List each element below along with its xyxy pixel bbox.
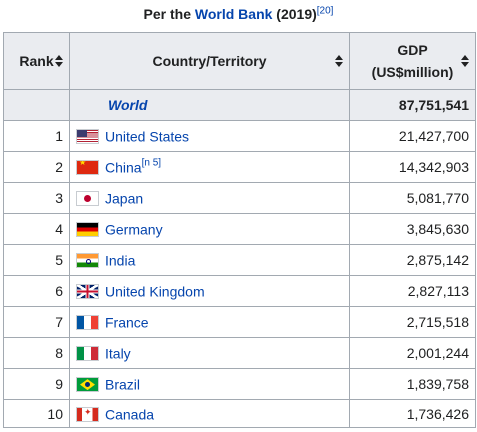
world-country-cell: World <box>69 89 350 121</box>
country-cell: United States <box>69 120 350 152</box>
gdp-column-header[interactable]: GDP (US$million) <box>349 32 476 90</box>
world-rank-cell <box>3 89 70 121</box>
country-link[interactable]: Japan <box>105 190 144 207</box>
world-link[interactable]: World <box>108 97 148 113</box>
gdp-cell: 5,081,770 <box>349 182 476 214</box>
country-cell: India <box>69 244 350 276</box>
country-link[interactable]: Brazil <box>105 376 141 393</box>
sort-icon[interactable] <box>55 55 63 67</box>
country-header-label: Country/Territory <box>152 53 267 69</box>
uk-flag-icon[interactable] <box>76 284 99 300</box>
country-cell: Germany <box>69 213 350 245</box>
country-cell: Brazil <box>69 368 350 400</box>
table-row: 3 Japan 5,081,770 <box>3 182 476 214</box>
rank-cell: 9 <box>3 368 70 400</box>
rank-cell: 5 <box>3 244 70 276</box>
country-link[interactable]: Italy <box>105 345 131 362</box>
country-cell: Japan <box>69 182 350 214</box>
gdp-cell: 2,001,244 <box>349 337 476 369</box>
table-row: 9 Brazil 1,839,758 <box>3 368 476 400</box>
country-link[interactable]: France <box>105 314 149 331</box>
sort-icon[interactable] <box>461 55 469 67</box>
world-gdp-value: 87,751,541 <box>349 89 476 121</box>
caption-suffix: (2019) <box>272 6 317 22</box>
italy-flag-icon[interactable] <box>76 346 99 362</box>
country-column-header[interactable]: Country/Territory <box>69 32 350 90</box>
china-flag-icon[interactable] <box>76 160 99 176</box>
reference-link[interactable]: [20] <box>316 5 334 17</box>
gdp-header-label: GDP <box>397 42 428 58</box>
table-row: 2 China[n 5] 14,342,903 <box>3 151 476 183</box>
gdp-cell: 2,827,113 <box>349 275 476 307</box>
table-row: 10 Canada 1,736,426 <box>3 399 476 428</box>
rank-header-label: Rank <box>19 53 54 69</box>
gdp-cell: 1,736,426 <box>349 399 476 428</box>
sort-icon[interactable] <box>335 55 343 67</box>
table-row: 1 United States 21,427,700 <box>3 120 476 152</box>
rank-cell: 4 <box>3 213 70 245</box>
country-cell: Italy <box>69 337 350 369</box>
gdp-cell: 3,845,630 <box>349 213 476 245</box>
canada-flag-icon[interactable] <box>76 406 99 422</box>
country-cell: China[n 5] <box>69 151 350 183</box>
rank-cell: 2 <box>3 151 70 183</box>
country-cell: France <box>69 306 350 338</box>
table-row: 8 Italy 2,001,244 <box>3 337 476 369</box>
country-cell: United Kingdom <box>69 275 350 307</box>
table-row: 6 United Kingdom 2,827,113 <box>3 275 476 307</box>
rank-cell: 7 <box>3 306 70 338</box>
country-link[interactable]: United States <box>105 128 190 145</box>
country-link[interactable]: Canada <box>105 406 155 423</box>
india-flag-icon[interactable] <box>76 253 99 269</box>
table-row: 7 France 2,715,518 <box>3 306 476 338</box>
table-row: 4 Germany 3,845,630 <box>3 213 476 245</box>
germany-flag-icon[interactable] <box>76 222 99 238</box>
brazil-flag-icon[interactable] <box>76 377 99 393</box>
caption-prefix: Per the <box>143 6 195 22</box>
rank-cell: 8 <box>3 337 70 369</box>
world-bank-link[interactable]: World Bank <box>194 6 273 22</box>
rank-column-header[interactable]: Rank <box>3 32 70 90</box>
header-row: Rank Country/Territory GDP (US$million) <box>3 32 476 90</box>
gdp-cell: 21,427,700 <box>349 120 476 152</box>
country-cell: Canada <box>69 399 350 428</box>
world-row: World 87,751,541 <box>3 89 476 121</box>
country-link[interactable]: China <box>105 159 142 176</box>
japan-flag-icon[interactable] <box>76 191 99 207</box>
rank-cell: 1 <box>3 120 70 152</box>
france-flag-icon[interactable] <box>76 315 99 331</box>
gdp-cell: 14,342,903 <box>349 151 476 183</box>
gdp-cell: 2,715,518 <box>349 306 476 338</box>
footnote-link[interactable]: [n 5] <box>141 157 162 169</box>
us-flag-icon[interactable] <box>76 129 99 145</box>
gdp-table: Rank Country/Territory GDP (US$million) … <box>3 32 476 428</box>
country-link[interactable]: Germany <box>105 221 163 238</box>
gdp-header-unit: (US$million) <box>371 64 454 80</box>
table-caption: Per the World Bank (2019)[20] <box>0 0 477 32</box>
rank-cell: 10 <box>3 399 70 428</box>
rank-cell: 6 <box>3 275 70 307</box>
country-link[interactable]: United Kingdom <box>105 283 205 300</box>
table-row: 5 India 2,875,142 <box>3 244 476 276</box>
gdp-cell: 2,875,142 <box>349 244 476 276</box>
country-link[interactable]: India <box>105 252 136 269</box>
rank-cell: 3 <box>3 182 70 214</box>
gdp-cell: 1,839,758 <box>349 368 476 400</box>
